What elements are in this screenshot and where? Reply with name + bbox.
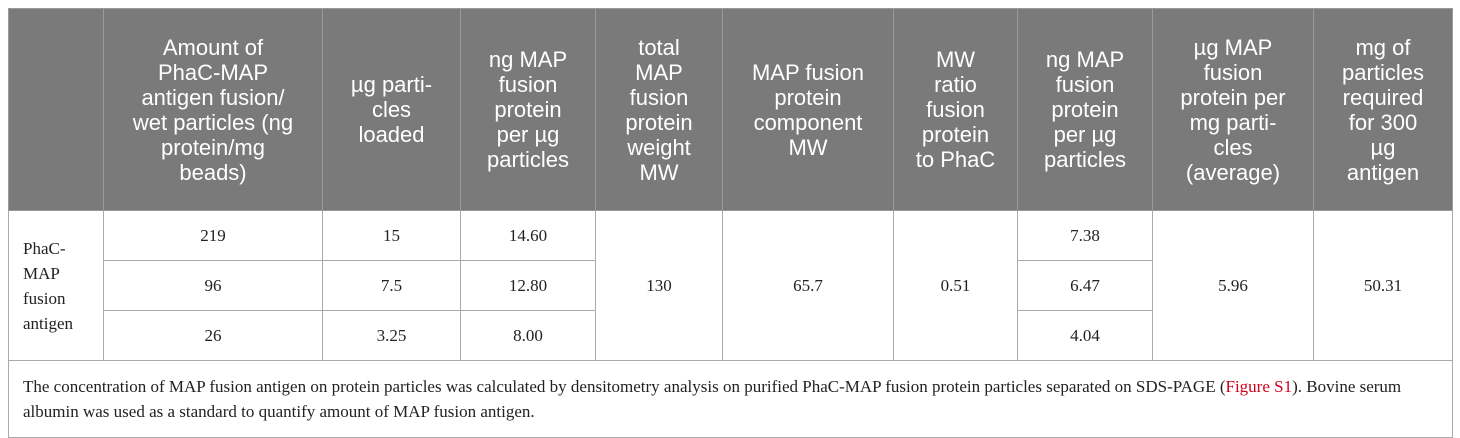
- cell: 6.47: [1017, 260, 1153, 311]
- merged-cell: 0.51: [893, 210, 1018, 361]
- row-label: PhaC- MAP fusion antigen: [8, 210, 104, 361]
- body-row: 96 7.5 12.80 6.47: [9, 260, 1453, 311]
- header-cell: ng MAP fusion protein per µg particles: [460, 8, 596, 211]
- cell: 7.5: [322, 260, 461, 311]
- header-cell: MAP fusion protein component MW: [722, 8, 894, 211]
- cell: 8.00: [460, 310, 596, 361]
- header-cell: [8, 8, 104, 211]
- header-cell: mg of particles required for 300 µg anti…: [1313, 8, 1453, 211]
- header-cell: µg parti- cles loaded: [322, 8, 461, 211]
- figure-link[interactable]: Figure S1: [1225, 377, 1293, 396]
- footnote: The concentration of MAP fusion antigen …: [8, 360, 1453, 438]
- cell: 3.25: [322, 310, 461, 361]
- cell: 4.04: [1017, 310, 1153, 361]
- cell: 96: [103, 260, 323, 311]
- merged-cell: 130: [595, 210, 723, 361]
- cell: 14.60: [460, 210, 596, 261]
- merged-cell: 65.7: [722, 210, 894, 361]
- header-cell: µg MAP fusion protein per mg parti- cles…: [1152, 8, 1314, 211]
- footnote-row: The concentration of MAP fusion antigen …: [8, 360, 1453, 438]
- data-table: Amount of PhaC-MAP antigen fusion/ wet p…: [8, 8, 1453, 438]
- cell: 26: [103, 310, 323, 361]
- header-cell: Amount of PhaC-MAP antigen fusion/ wet p…: [103, 8, 323, 211]
- header-cell: ng MAP fusion protein per µg particles: [1017, 8, 1153, 211]
- body-row: 26 3.25 8.00 4.04: [9, 310, 1453, 361]
- body-row: PhaC- MAP fusion antigen 219 15 14.60 13…: [8, 210, 1453, 361]
- merged-cell: 5.96: [1152, 210, 1314, 361]
- header-cell: total MAP fusion protein weight MW: [595, 8, 723, 211]
- header-cell: MW ratio fusion protein to PhaC: [893, 8, 1018, 211]
- cell: 12.80: [460, 260, 596, 311]
- cell: 15: [322, 210, 461, 261]
- cell: 7.38: [1017, 210, 1153, 261]
- cell: 219: [103, 210, 323, 261]
- merged-cell: 50.31: [1313, 210, 1453, 361]
- header-row: Amount of PhaC-MAP antigen fusion/ wet p…: [8, 8, 1453, 211]
- footnote-text: The concentration of MAP fusion antigen …: [23, 377, 1226, 396]
- footnote-text: ). Bovine serum albumin was used as a st…: [23, 377, 1402, 421]
